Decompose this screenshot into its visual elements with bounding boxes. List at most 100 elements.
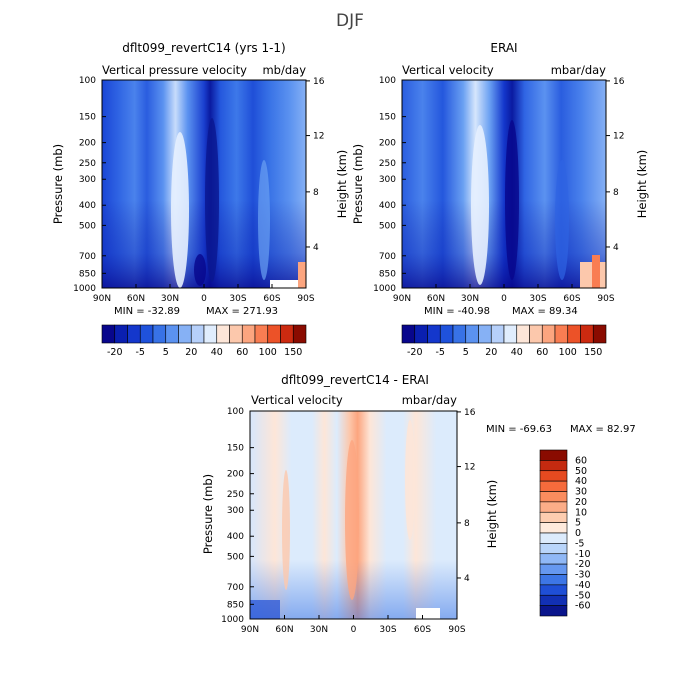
model-colorbar-box (203, 324, 218, 344)
diff-ytick-label: 100 (227, 407, 244, 417)
panel-difference: dflt099_revertC14 - ERAI Vertical veloci… (201, 373, 636, 635)
erai-ytick-label: 150 (379, 113, 396, 123)
model-colorbar-label: 40 (211, 347, 223, 358)
model-colorbar: -20 -5 5 20 40 60 100 150 (101, 324, 307, 358)
diff-height-tick-label: 12 (464, 463, 475, 473)
diff-colorbar-label: -40 (575, 580, 591, 591)
erai-ytick-label: 400 (379, 201, 396, 211)
diff-ytick-label: 250 (227, 490, 244, 500)
model-colorbar-label: 20 (185, 347, 197, 358)
model-units: mb/day (262, 63, 306, 77)
erai-xtick-label: 60N (427, 294, 445, 304)
model-axes: 90N 60N 30N 0 30S 60S 90S 100 150 200 250 300 400 500… (73, 76, 325, 304)
diff-colorbar-box (539, 470, 568, 482)
erai-colorbar-box (580, 324, 594, 344)
diff-colorbar-label: -30 (575, 570, 591, 581)
model-colorbar-box (152, 324, 167, 344)
model-xtick-label: 90S (297, 294, 314, 304)
panel-model: dflt099_revertC14 (yrs 1-1) Vertical pre… (51, 41, 349, 358)
diff-colorbar-box (539, 543, 568, 555)
diff-left-label: Vertical velocity (251, 393, 343, 407)
diff-ytick-label: 850 (227, 600, 244, 610)
diff-ylabel-right: Height (km) (485, 480, 499, 549)
diff-height-tick-label: 8 (464, 519, 470, 529)
erai-colorbar-box (439, 324, 454, 344)
diff-colorbar-label: 5 (575, 518, 581, 529)
diff-colorbar-box (539, 594, 568, 606)
erai-title: ERAI (490, 41, 517, 55)
model-left-label: Vertical pressure velocity (102, 63, 247, 77)
model-field (102, 80, 306, 288)
diff-colorbar-label: -10 (575, 549, 591, 560)
model-colorbar-box (229, 324, 243, 344)
model-colorbar-label: 5 (163, 347, 169, 358)
model-height-tick-label: 16 (313, 77, 325, 87)
erai-ytick-label: 100 (379, 76, 396, 86)
model-colorbar-label: 60 (236, 347, 248, 358)
diff-colorbar-box (539, 501, 568, 513)
diff-colorbar-box (539, 449, 568, 461)
diff-xtick-label: 90S (448, 625, 465, 635)
model-colorbar-box (267, 324, 281, 344)
erai-colorbar-box (541, 324, 556, 344)
diff-colorbar-box (539, 480, 568, 492)
erai-units: mbar/day (551, 63, 606, 77)
diff-ytick-label: 1000 (221, 615, 244, 625)
erai-ytick-label: 250 (379, 159, 396, 169)
erai-colorbar-label: 60 (536, 347, 548, 358)
model-colorbar-box (114, 324, 128, 344)
diff-height-tick-label: 4 (464, 574, 470, 584)
erai-xtick-label: 0 (501, 294, 507, 304)
model-colorbar-box (216, 324, 230, 344)
erai-height-tick-label: 8 (613, 188, 619, 198)
diff-colorbar-label: 30 (575, 487, 587, 498)
erai-xtick-label: 60S (563, 294, 580, 304)
erai-height-tick-label: 16 (613, 77, 625, 87)
erai-xtick-label: 30S (529, 294, 546, 304)
diff-colorbar-box (539, 553, 568, 565)
model-title: dflt099_revertC14 (yrs 1-1) (122, 41, 286, 55)
model-colorbar-box (280, 324, 294, 344)
erai-ytick-label: 200 (379, 139, 396, 149)
model-height-tick-label: 8 (313, 188, 319, 198)
model-colorbar-box (101, 324, 116, 344)
model-colorbar-box (254, 324, 269, 344)
model-height-tick-label: 12 (313, 132, 324, 142)
model-ytick-label: 150 (79, 113, 96, 123)
model-ytick-label: 200 (79, 139, 96, 149)
diff-colorbar-label: 10 (575, 507, 587, 518)
diff-max: MAX = 82.97 (570, 424, 636, 435)
diff-xtick-label: 90N (241, 625, 259, 635)
diff-field (250, 411, 457, 619)
diff-height-tick-label: 16 (464, 408, 476, 418)
diff-ytick-label: 200 (227, 470, 244, 480)
diff-ytick-label: 400 (227, 532, 244, 542)
model-ytick-label: 100 (79, 76, 96, 86)
diff-ytick-label: 500 (227, 552, 244, 562)
model-ytick-label: 500 (79, 221, 96, 231)
erai-colorbar-box (414, 324, 428, 344)
model-ytick-label: 250 (79, 159, 96, 169)
model-colorbar-box (139, 324, 154, 344)
erai-colorbar-label: 100 (559, 347, 577, 358)
erai-field (402, 80, 606, 288)
erai-left-label: Vertical velocity (402, 63, 494, 77)
erai-colorbar-box (529, 324, 543, 344)
erai-colorbar-box (567, 324, 581, 344)
erai-ytick-label: 850 (379, 269, 396, 279)
diff-xtick-label: 60S (414, 625, 431, 635)
model-ylabel-right: Height (km) (335, 150, 349, 219)
model-xtick-label: 60S (263, 294, 280, 304)
diff-colorbar-label: -60 (575, 601, 591, 612)
model-xtick-label: 60N (127, 294, 145, 304)
model-height-tick-label: 4 (313, 243, 319, 253)
diff-xtick-label: 30S (379, 625, 396, 635)
erai-colorbar-box (478, 324, 492, 344)
erai-colorbar-box (490, 324, 505, 344)
diff-ytick-label: 150 (227, 444, 244, 454)
erai-height-tick-label: 4 (613, 243, 619, 253)
erai-colorbar-label: 5 (463, 347, 469, 358)
erai-colorbar-box (401, 324, 416, 344)
panel-erai: ERAI Vertical velocity mbar/day Pressure… (351, 41, 649, 358)
